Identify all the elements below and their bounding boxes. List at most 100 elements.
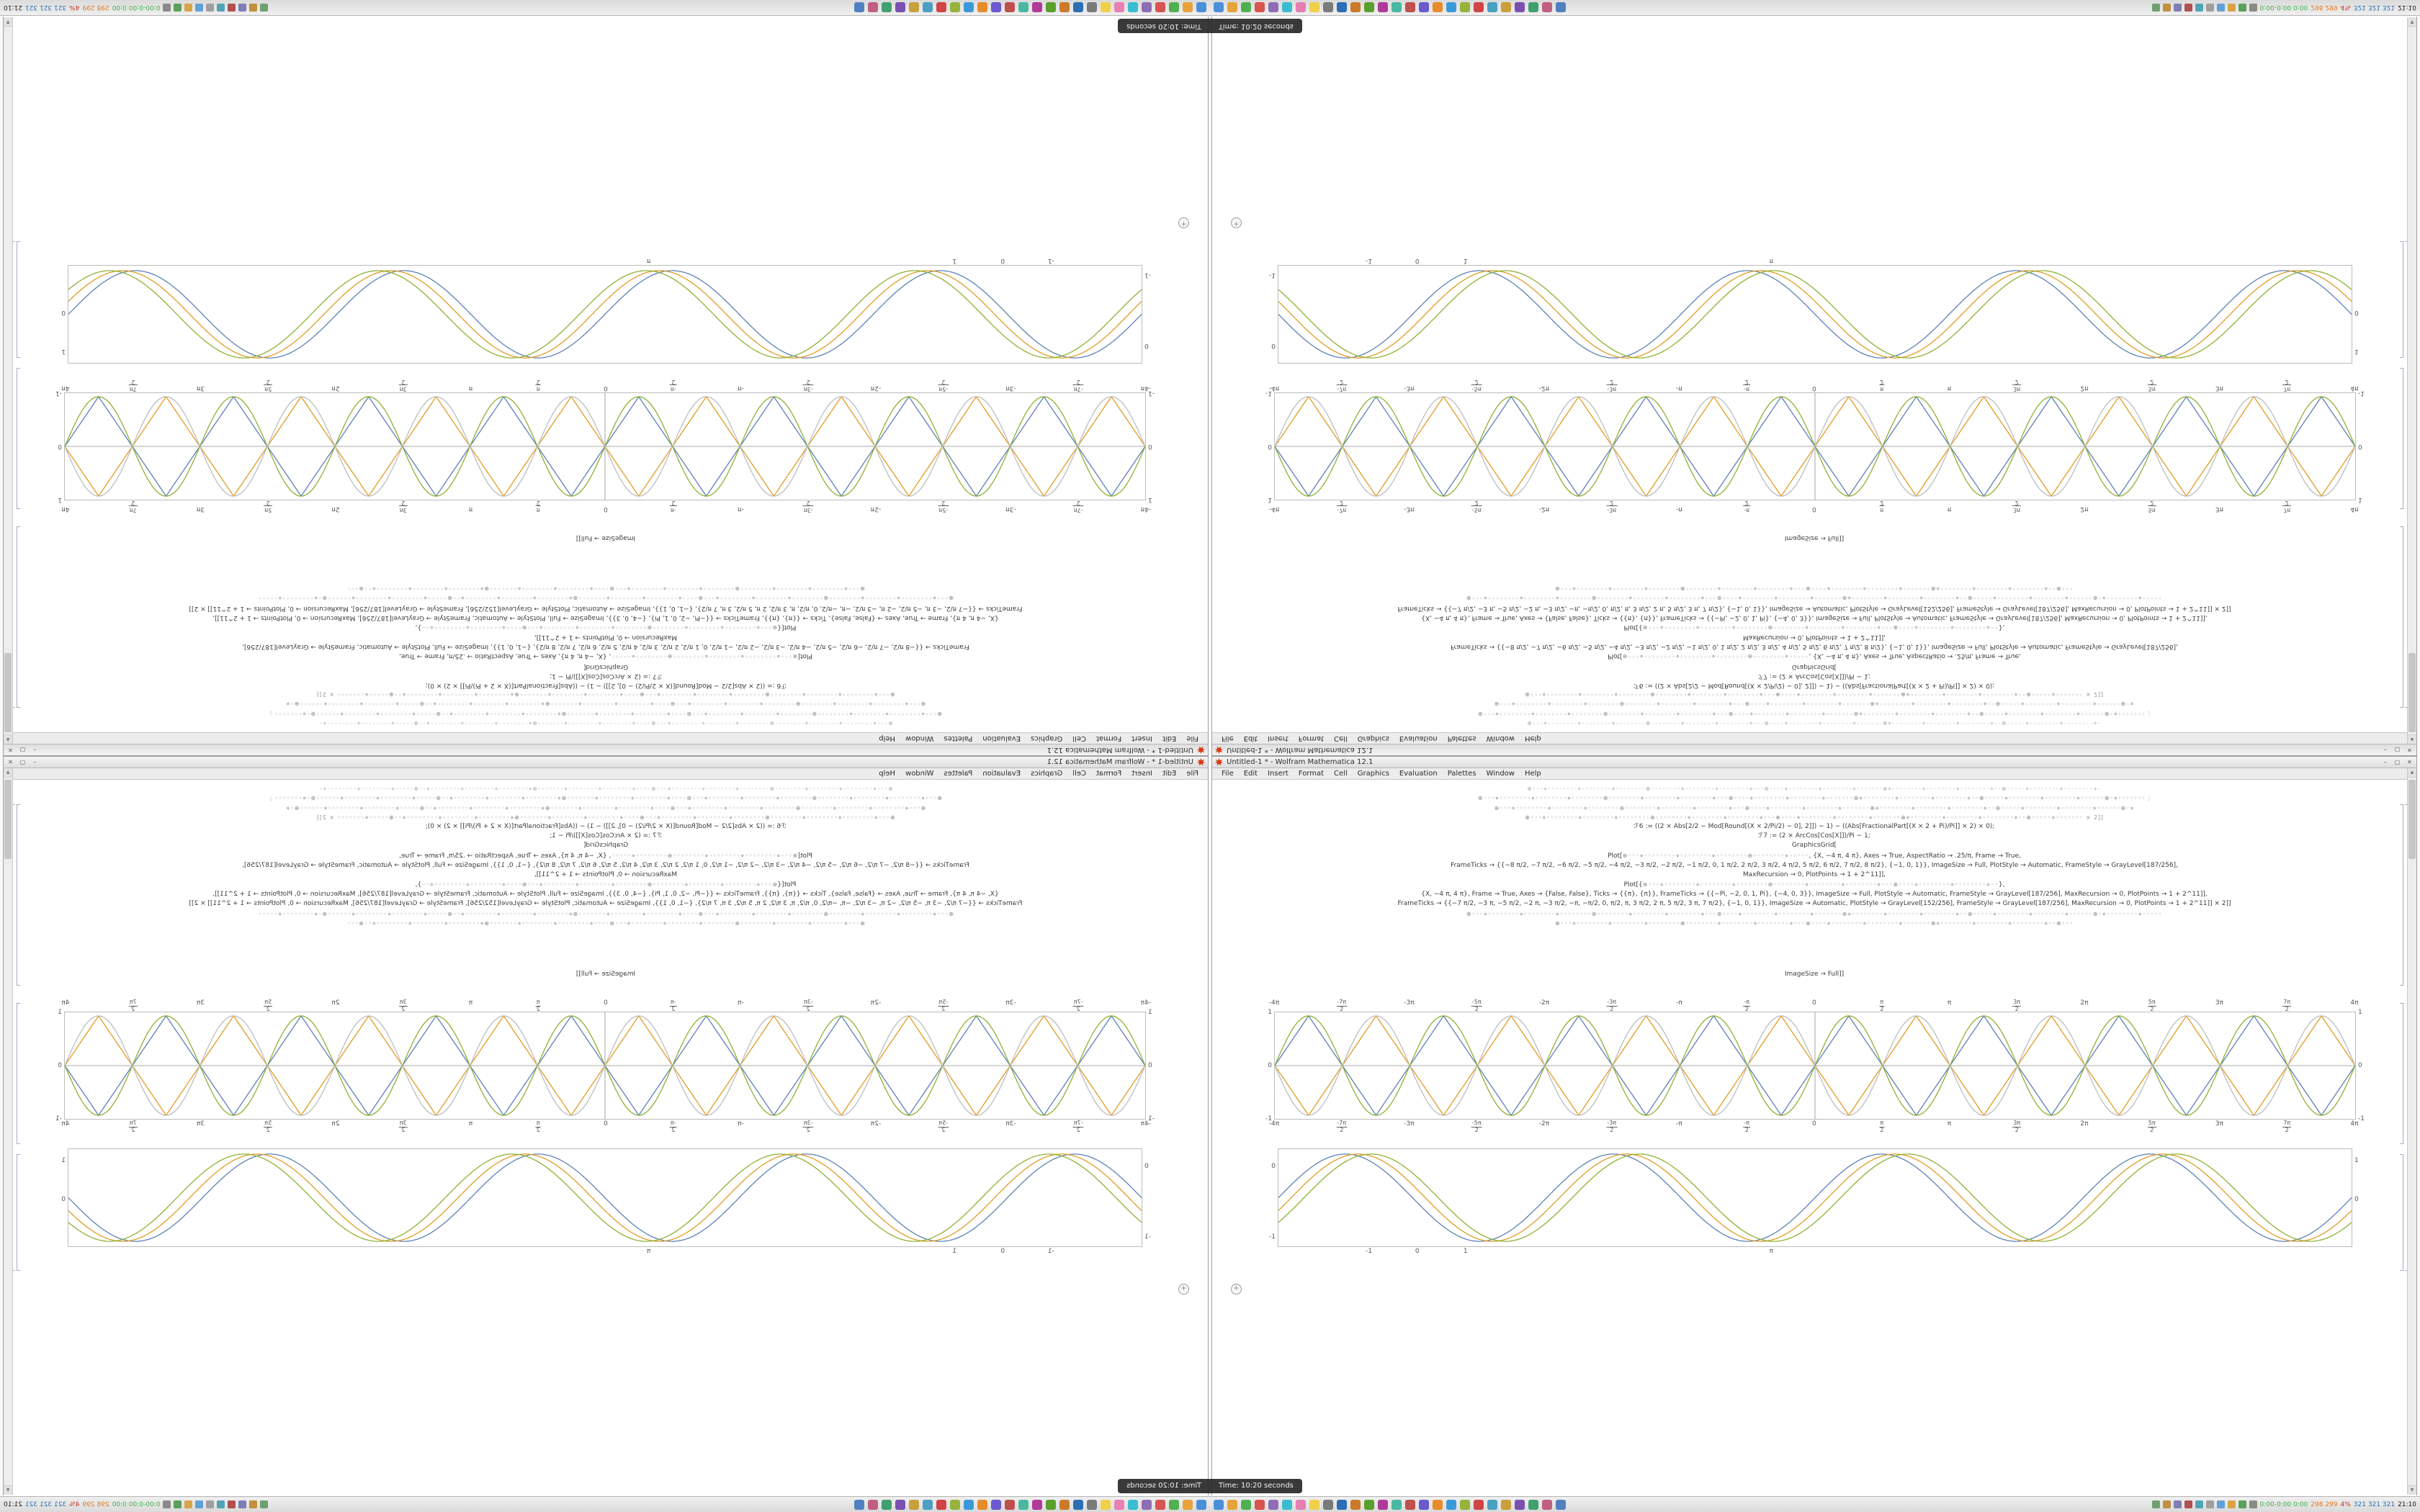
app-icon[interactable] [1214,2,1224,13]
code-line[interactable]: ⊕◦◦◦⋄◦◦◦◦◦◦◦◦⋄◦◦◦◦◦◦◦◦⋄◦◦◦◦◦◦◦◦⊕◦◦◦◦◦◦◦◦… [1527,719,2102,726]
cell-bracket[interactable] [17,526,20,708]
app-icon[interactable] [1296,2,1306,13]
menu-item-insert[interactable]: Insert [1268,770,1289,778]
app-icon[interactable] [895,1499,905,1510]
tray-icon[interactable] [2195,4,2203,12]
app-icon[interactable] [1323,1499,1333,1510]
code-line[interactable]: GraphicsGrid[ [583,662,629,670]
code-line[interactable]: ⊕◦◦◦⋄◦◦◦◦◦◦◦◦⋄◦◦◦◦◦◦◦◦⋄◦◦◦◦◦◦◦◦⊕◦◦◦◦◦◦◦◦… [269,710,943,717]
code-line[interactable]: Plot[⊕◦◦◦⋄◦◦◦◦◦◦◦◦⋄◦◦◦◦◦◦◦◦⋄◦◦◦◦◦◦◦◦⊕◦◦◦… [399,652,812,660]
scrollbar-thumb[interactable] [2408,780,2416,859]
app-icon[interactable] [1018,1499,1028,1510]
minimize-button[interactable]: – [33,758,37,765]
app-icon[interactable] [923,1499,933,1510]
menu-item-evaluation[interactable]: Evaluation [1399,770,1438,778]
cell-bracket[interactable] [17,241,20,358]
app-icon[interactable] [1296,1499,1306,1510]
app-icon[interactable] [1528,2,1538,13]
tray-icon[interactable] [163,4,171,12]
tray-icon[interactable] [2249,4,2257,12]
app-icon[interactable] [1460,2,1470,13]
window-titlebar[interactable]: Untitled-1 * - Wolfram Mathematica 12.1 … [1212,744,2416,755]
app-icon[interactable] [1169,2,1179,13]
tray-icon[interactable] [249,4,258,12]
code-line[interactable]: FrameTicks → {{−8 π/2, −7 π/2, −6 π/2, −… [242,643,969,651]
app-icon[interactable] [1323,2,1333,13]
code-line[interactable]: Plot[⊕◦◦◦⋄◦◦◦◦◦◦◦◦⋄◦◦◦◦◦◦◦◦⋄◦◦◦◦◦◦◦◦⊕◦◦◦… [1608,652,2021,660]
code-line[interactable]: Plot[{⊕◦◦◦⋄◦◦◦◦◦◦◦◦⋄◦◦◦◦◦◦◦◦⋄◦◦◦◦◦◦◦◦⊕◦◦… [1623,881,2005,889]
menu-item-insert[interactable]: Insert [1131,734,1152,742]
scroll-up-button[interactable]: ▲ [4,768,12,778]
insert-cell-plus-button[interactable]: + [1231,1284,1242,1295]
code-line[interactable]: ℱ6 := ((2 × Abs[2/2 − Mod[Round[(X × 2/P… [1634,822,1995,830]
code-line[interactable]: ⊕◦◦◦⋄◦◦◦◦◦◦◦◦⋄◦◦◦◦◦◦◦◦⋄◦◦◦◦◦◦◦◦⊕◦◦◦◦◦◦◦◦… [285,804,926,811]
app-icon[interactable] [1128,1499,1138,1510]
scroll-up-button[interactable]: ▲ [2408,768,2416,778]
cell-bracket[interactable] [2400,526,2403,708]
code-line[interactable]: ⊕◦◦◦⋄◦◦◦◦◦◦◦◦⋄◦◦◦◦◦◦◦◦⋄◦◦◦◦◦◦◦◦⊕◦◦◦◦◦◦◦◦… [316,691,895,698]
tray-icon[interactable] [2162,4,2171,12]
app-icon[interactable] [977,1499,987,1510]
app-icon[interactable] [1268,1499,1278,1510]
code-line[interactable]: MaxRecursion → 0, PlotPoints → 1 + 2^11]… [1742,634,1886,642]
tray-icon[interactable] [2173,1500,2182,1508]
app-icon[interactable] [1059,1499,1070,1510]
app-icon[interactable] [1364,2,1374,13]
tray-icon[interactable] [238,4,247,12]
code-line[interactable]: ℱ7 := (2 × ArcCos[Cos[X]])/Pi − 1; [550,672,662,680]
code-line[interactable]: MaxRecursion → 0, PlotPoints → 1 + 2^11]… [534,870,678,878]
app-icon[interactable] [1155,1499,1165,1510]
app-icon[interactable] [1309,1499,1319,1510]
app-icon[interactable] [868,1499,878,1510]
app-icon[interactable] [1073,2,1083,13]
menu-item-graphics[interactable]: Graphics [1031,734,1063,742]
app-icon[interactable] [1032,2,1042,13]
tray-icon[interactable] [195,1500,204,1508]
app-icon[interactable] [1183,2,1193,13]
tray-icon[interactable] [2173,4,2182,12]
app-icon[interactable] [950,1499,960,1510]
tray-icon[interactable] [163,1500,171,1508]
app-icon[interactable] [1255,2,1265,13]
menu-item-help[interactable]: Help [1524,734,1541,742]
app-icon[interactable] [1101,1499,1111,1510]
app-icon[interactable] [882,1499,892,1510]
cell-bracket[interactable] [2400,368,2403,509]
scroll-down-button[interactable]: ▼ [4,1485,12,1495]
tray-icon[interactable] [2227,4,2236,12]
app-icon[interactable] [1155,2,1165,13]
code-line[interactable]: ℱ6 := ((2 × Abs[2/2 − Mod[Round[(X × 2/P… [425,682,786,690]
app-icon[interactable] [936,2,946,13]
menu-item-evaluation[interactable]: Evaluation [982,770,1021,778]
code-line[interactable]: FrameTicks → {{−8 π/2, −7 π/2, −6 π/2, −… [1451,861,2178,869]
app-icon[interactable] [1046,1499,1056,1510]
code-line[interactable]: ImageSize → Full]] [575,534,636,541]
app-icon[interactable] [1556,1499,1566,1510]
app-icon[interactable] [1433,1499,1443,1510]
code-line[interactable]: Plot[⊕◦◦◦⋄◦◦◦◦◦◦◦◦⋄◦◦◦◦◦◦◦◦⋄◦◦◦◦◦◦◦◦⊕◦◦◦… [399,852,812,860]
app-icon[interactable] [1419,2,1429,13]
code-line[interactable]: {X, −4 π, 4 π}, Frame → True, Axes → {Fa… [1421,891,2208,899]
scroll-down-button[interactable]: ▼ [2408,1485,2416,1495]
app-icon[interactable] [1073,1499,1083,1510]
code-line[interactable]: Plot[⊕◦◦◦⋄◦◦◦◦◦◦◦◦⋄◦◦◦◦◦◦◦◦⋄◦◦◦◦◦◦◦◦⊕◦◦◦… [1608,852,2021,860]
tray-icon[interactable] [238,1500,247,1508]
menu-item-help[interactable]: Help [1524,770,1541,778]
menu-item-edit[interactable]: Edit [1243,770,1258,778]
app-icon[interactable] [1487,2,1497,13]
minimize-button[interactable]: – [2383,758,2387,765]
code-line[interactable]: Plot[{⊕◦◦◦⋄◦◦◦◦◦◦◦◦⋄◦◦◦◦◦◦◦◦⋄◦◦◦◦◦◦◦◦⊕◦◦… [415,881,797,889]
menu-item-window[interactable]: Window [1486,770,1515,778]
code-line[interactable]: {X, −4 π, 4 π}, Frame → True, Axes → {Fa… [212,891,999,899]
code-line[interactable]: ⊕◦◦◦⋄◦◦◦◦◦◦◦◦⋄◦◦◦◦◦◦◦◦⋄◦◦◦◦◦◦◦◦⊕◦◦◦◦◦◦◦◦… [1494,701,2135,708]
cell-bracket[interactable] [2400,1003,2403,1144]
app-icon[interactable] [1364,1499,1374,1510]
app-icon[interactable] [1268,2,1278,13]
scrollbar-thumb[interactable] [2408,653,2416,732]
code-line[interactable]: FrameTicks → {{−7 π/2, −3 π, −5 π/2, −2 … [1397,900,2231,908]
menu-item-edit[interactable]: Edit [1162,734,1177,742]
code-line[interactable]: ⊕◦◦◦⋄◦◦◦◦◦◦◦◦⋄◦◦◦◦◦◦◦◦⋄◦◦◦◦◦◦◦◦⊕◦◦◦◦◦◦◦◦… [316,814,895,821]
app-icon[interactable] [1087,2,1097,13]
app-icon[interactable] [1419,1499,1429,1510]
menu-item-cell[interactable]: Cell [1334,770,1348,778]
